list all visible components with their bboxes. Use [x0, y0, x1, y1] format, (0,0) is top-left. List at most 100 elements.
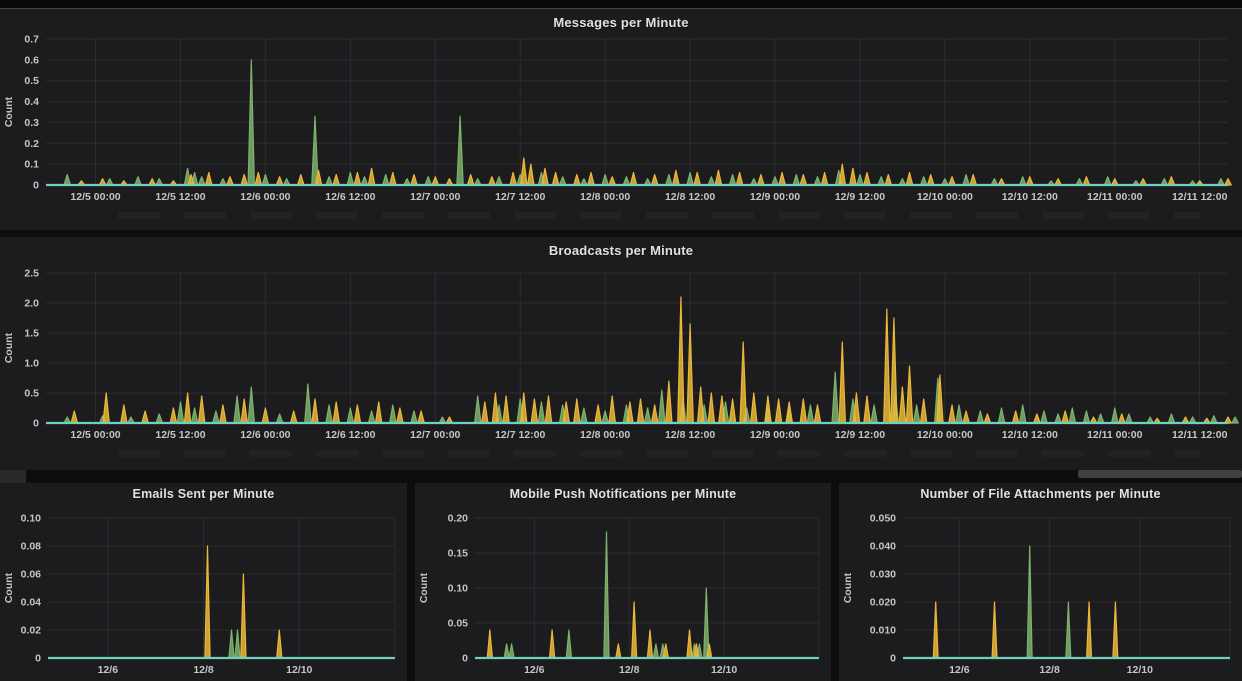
messages-time-series-chart[interactable]: 0 0.1 0.2 0.3 0.4 0.5 0.6 0.7 12/5 00:00 12/5 12:… — [0, 9, 1242, 231]
push-notifications-time-series-chart[interactable]: 0 0.05 0.10 0.15 0.20 12/6 12/8 12/10 Count — [415, 483, 831, 681]
y-tick-label: 2.5 — [24, 268, 39, 280]
x-tick-label: 12/10 — [286, 664, 312, 676]
panel-title[interactable]: Mobile Push Notifications per Minute — [509, 487, 737, 501]
x-tick-label: 12/10 12:00 — [1002, 429, 1058, 441]
series-green — [63, 371, 1239, 424]
x-tick-label: 12/7 00:00 — [410, 429, 460, 441]
x-tick-label: 12/11 00:00 — [1087, 429, 1143, 441]
x-tick-label: 12/8 — [193, 664, 214, 676]
x-tick-label: 12/5 12:00 — [155, 191, 205, 203]
y-tick-label: 0.06 — [21, 569, 42, 581]
x-tick-label: 12/10 — [711, 664, 737, 676]
y-tick-label: 1.0 — [24, 358, 39, 370]
y-tick-label: 0.10 — [448, 583, 469, 595]
x-tick-label: 12/5 12:00 — [155, 429, 205, 441]
panel-title[interactable]: Messages per Minute — [553, 15, 689, 30]
y-tick-label: 0.050 — [870, 513, 896, 525]
x-tick-label: 12/9 00:00 — [750, 429, 800, 441]
x-tick-label: 12/6 00:00 — [240, 191, 290, 203]
y-tick-label: 0.010 — [870, 625, 896, 637]
x-tick-label: 12/6 — [949, 664, 970, 676]
top-bar — [0, 0, 1242, 8]
x-tick-label: 12/11 12:00 — [1172, 191, 1228, 203]
panel-mobile-push-notifications-per-minute: Mobile Push Notifications per Minute 0 0.… — [415, 483, 831, 681]
series-yellow — [486, 601, 713, 659]
y-tick-label: 0.02 — [21, 625, 42, 637]
panel-title[interactable]: Broadcasts per Minute — [548, 243, 694, 258]
x-tick-label: 12/10 12:00 — [1002, 191, 1058, 203]
y-tick-label: 0.08 — [21, 541, 42, 553]
x-tick-label: 12/9 00:00 — [750, 191, 800, 203]
y-tick-label: 1.5 — [24, 328, 39, 340]
x-tick-label: 12/8 00:00 — [580, 429, 630, 441]
x-tick-label: 12/6 — [524, 664, 545, 676]
y-tick-label: 0 — [33, 418, 39, 430]
series-yellow — [70, 296, 1232, 424]
y-tick-label: 0.10 — [21, 513, 42, 525]
panel-title[interactable]: Emails Sent per Minute — [132, 487, 275, 501]
x-tick-label: 12/7 12:00 — [495, 191, 545, 203]
y-axis-title: Count — [3, 572, 15, 603]
y-tick-label: 0.1 — [24, 159, 39, 171]
y-axis-title: Count — [842, 572, 854, 603]
legend-ghost — [118, 212, 1200, 219]
broadcasts-time-series-chart[interactable]: 0 0.5 1.0 1.5 2.0 2.5 12/5 00:00 12/5 12:00 12/6… — [0, 237, 1242, 470]
y-tick-label: 0.030 — [870, 569, 896, 581]
x-tick-label: 12/10 — [1127, 664, 1153, 676]
emails-time-series-chart[interactable]: 0 0.02 0.04 0.06 0.08 0.10 12/6 12/8 12/10 Count — [0, 483, 407, 681]
series-green — [228, 629, 241, 659]
x-tick-label: 12/8 — [1039, 664, 1060, 676]
y-tick-label: 0.04 — [21, 597, 42, 609]
x-tick-label: 12/8 00:00 — [580, 191, 630, 203]
x-tick-label: 12/9 12:00 — [835, 429, 885, 441]
y-tick-label: 0.040 — [870, 541, 896, 553]
x-tick-label: 12/10 00:00 — [917, 191, 973, 203]
y-tick-label: 0.7 — [24, 34, 39, 46]
x-tick-label: 12/11 12:00 — [1172, 429, 1228, 441]
y-tick-label: 0.2 — [24, 138, 39, 150]
scrollbar-thumb[interactable] — [1078, 470, 1242, 478]
attachments-time-series-chart[interactable]: 0 0.010 0.020 0.030 0.040 0.050 12/6 12/8 12/10 C… — [839, 483, 1242, 681]
x-tick-label: 12/8 12:00 — [665, 429, 715, 441]
y-tick-label: 0.5 — [24, 388, 39, 400]
x-tick-label: 12/6 12:00 — [325, 191, 375, 203]
x-tick-label: 12/8 12:00 — [665, 191, 715, 203]
x-tick-label: 12/11 00:00 — [1087, 191, 1143, 203]
x-tick-label: 12/6 12:00 — [325, 429, 375, 441]
x-tick-label: 12/10 00:00 — [917, 429, 973, 441]
y-axis-title: Count — [3, 96, 15, 127]
y-tick-label: 0.05 — [448, 618, 469, 630]
series-yellow — [77, 157, 1232, 186]
series-green — [63, 59, 1225, 186]
series-yellow — [932, 601, 1119, 659]
x-tick-label: 12/7 12:00 — [495, 429, 545, 441]
panel-messages-per-minute: Messages per Minute 0 0.1 0.2 0.3 0.4 0.5 0.6 0… — [0, 8, 1242, 230]
x-tick-label: 12/6 — [98, 664, 119, 676]
panel-broadcasts-per-minute: Broadcasts per Minute 0 0.5 1.0 1.5 2.0 2.5 12… — [0, 237, 1242, 470]
y-tick-label: 0.3 — [24, 117, 39, 129]
x-tick-label: 12/8 — [619, 664, 640, 676]
y-tick-label: 0 — [890, 653, 896, 665]
legend-ghost — [118, 450, 1200, 457]
panel-title[interactable]: Number of File Attachments per Minute — [920, 487, 1161, 501]
x-tick-label: 12/5 00:00 — [70, 429, 120, 441]
y-tick-label: 0 — [462, 653, 468, 665]
y-axis-title: Count — [418, 572, 430, 603]
y-tick-label: 0.20 — [448, 513, 469, 525]
panel-emails-sent-per-minute: Emails Sent per Minute 0 0.02 0.04 0.06 0.08… — [0, 483, 407, 681]
x-tick-label: 12/7 00:00 — [410, 191, 460, 203]
y-tick-label: 0.15 — [448, 548, 469, 560]
y-tick-label: 0.020 — [870, 597, 896, 609]
y-axis-title: Count — [3, 332, 15, 363]
y-tick-label: 2.0 — [24, 298, 39, 310]
x-tick-label: 12/6 00:00 — [240, 429, 290, 441]
y-tick-label: 0.4 — [24, 96, 39, 108]
y-tick-label: 0 — [33, 180, 39, 192]
y-tick-label: 0.5 — [24, 75, 39, 87]
x-tick-label: 12/9 12:00 — [835, 191, 885, 203]
x-tick-label: 12/5 00:00 — [70, 191, 120, 203]
y-tick-label: 0 — [35, 653, 41, 665]
y-tick-label: 0.6 — [24, 54, 39, 66]
panel-edge-chip — [0, 470, 26, 483]
